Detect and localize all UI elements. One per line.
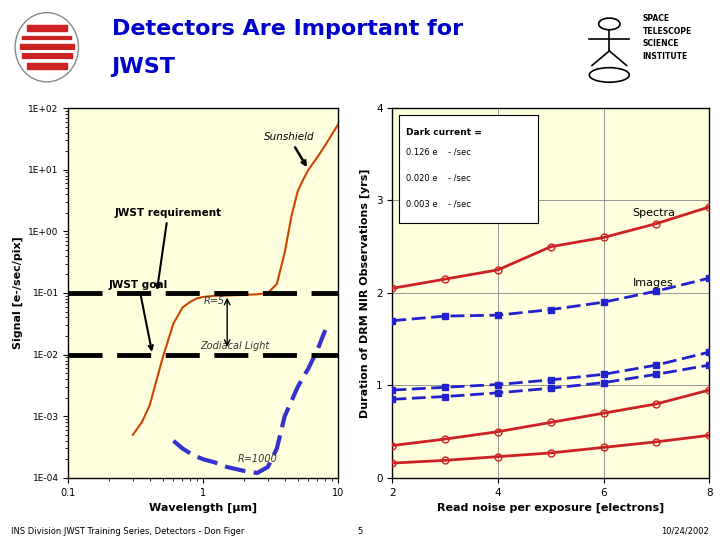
Text: Detectors Are Important for: Detectors Are Important for	[112, 19, 463, 39]
Text: JWST requirement: JWST requirement	[114, 207, 222, 288]
Text: SCIENCE: SCIENCE	[643, 39, 679, 48]
Y-axis label: Signal [e-/sec/pix]: Signal [e-/sec/pix]	[12, 237, 23, 349]
Text: SPACE: SPACE	[643, 15, 670, 23]
Bar	[27, 63, 66, 69]
Bar	[22, 34, 71, 40]
Text: INS Division JWST Training Series, Detectors - Don Figer: INS Division JWST Training Series, Detec…	[11, 526, 244, 536]
Text: Images: Images	[633, 278, 673, 288]
Text: INSTITUTE: INSTITUTE	[643, 52, 688, 60]
Text: Spectra: Spectra	[633, 208, 675, 218]
Text: Zodiacal Light: Zodiacal Light	[200, 341, 270, 350]
Text: JWST goal: JWST goal	[109, 280, 168, 349]
Text: TELESCOPE: TELESCOPE	[643, 27, 692, 36]
Text: R=1000: R=1000	[238, 454, 278, 464]
Bar	[27, 25, 66, 31]
Y-axis label: Duration of DRM NIR Observations [yrs]: Duration of DRM NIR Observations [yrs]	[360, 168, 371, 418]
Text: R=5: R=5	[204, 296, 225, 307]
Ellipse shape	[15, 12, 78, 82]
Bar	[19, 44, 73, 50]
X-axis label: Read noise per exposure [electrons]: Read noise per exposure [electrons]	[437, 503, 665, 514]
X-axis label: Wavelength [μm]: Wavelength [μm]	[149, 503, 258, 514]
Text: Sunshield: Sunshield	[264, 132, 315, 165]
Text: 10/24/2002: 10/24/2002	[662, 526, 709, 536]
Text: 5: 5	[357, 526, 363, 536]
Text: JWST: JWST	[112, 57, 176, 77]
Bar	[22, 53, 72, 59]
